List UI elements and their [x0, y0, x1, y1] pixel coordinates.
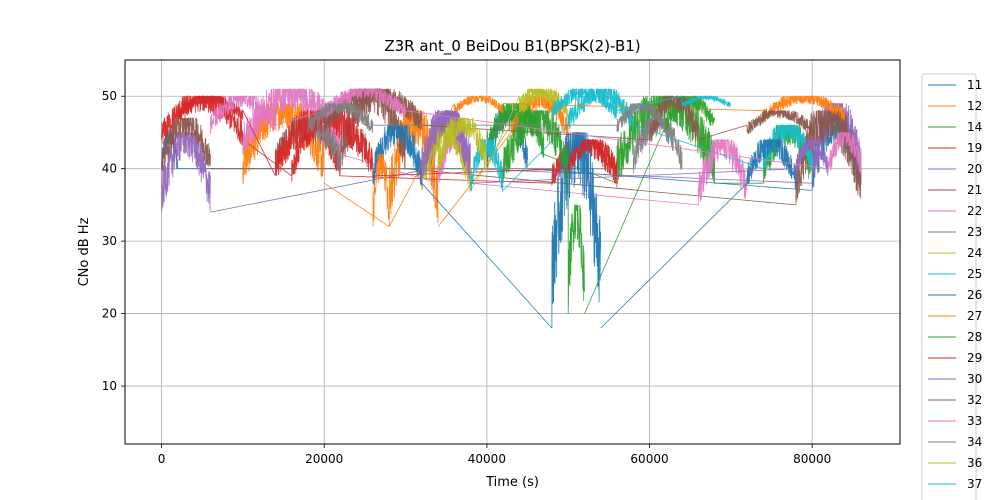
series-line-32 [323, 87, 813, 147]
series-line-33 [210, 87, 862, 174]
legend: 11 12 14 19 20 21 22 23 24 25 26 27 28 29 30 32 33 34 36 37 [921, 73, 982, 500]
axis-ticks: 0 20000 40000 60000 80000 10 20 30 40 50 [102, 89, 832, 466]
x-tick-label: 20000 [305, 452, 343, 466]
series-line-25 [470, 88, 813, 193]
y-tick-label: 50 [102, 89, 117, 103]
y-tick-label: 10 [102, 379, 117, 393]
legend-label-34: 34 [967, 435, 982, 449]
x-tick-label: 80000 [793, 452, 831, 466]
legend-label-19: 19 [967, 141, 982, 155]
legend-label-22: 22 [967, 204, 982, 218]
axes-frame [124, 59, 901, 445]
legend-label-11: 11 [967, 78, 982, 92]
y-axis-label: CNo dB Hz [77, 217, 92, 286]
chart-title: Z3R ant_0 BeiDou B1(BPSK(2)-B1) [384, 37, 640, 56]
legend-label-25: 25 [967, 267, 982, 281]
legend-label-21: 21 [967, 183, 982, 197]
legend-label-37: 37 [967, 477, 982, 491]
y-tick-label: 20 [102, 307, 117, 321]
legend-label-12: 12 [967, 99, 982, 113]
legend-label-32: 32 [967, 393, 982, 407]
legend-label-30: 30 [967, 372, 982, 386]
legend-label-27: 27 [967, 309, 982, 323]
y-tick-label: 40 [102, 162, 117, 176]
series-line-36 [437, 88, 553, 173]
plot-area [161, 87, 862, 329]
legend-label-33: 33 [967, 414, 982, 428]
x-tick-label: 0 [158, 452, 166, 466]
legend-label-28: 28 [967, 330, 982, 344]
y-tick-label: 30 [102, 234, 117, 248]
legend-label-36: 36 [967, 456, 982, 470]
series-line-30 [421, 110, 829, 184]
x-tick-label: 40000 [468, 452, 506, 466]
legend-label-23: 23 [967, 225, 982, 239]
legend-label-24: 24 [967, 246, 982, 260]
legend-label-14: 14 [967, 120, 982, 134]
series-lines [161, 87, 862, 329]
legend-label-20: 20 [967, 162, 982, 176]
legend-label-26: 26 [967, 288, 982, 302]
x-tick-label: 60000 [630, 452, 668, 466]
legend-label-29: 29 [967, 351, 982, 365]
legend-frame [921, 73, 977, 500]
x-axis-label: Time (s) [485, 475, 539, 490]
series-line-28 [502, 95, 715, 314]
series-line-26 [372, 124, 797, 329]
series-line-37 [551, 88, 732, 120]
series-line-34 [307, 102, 667, 135]
